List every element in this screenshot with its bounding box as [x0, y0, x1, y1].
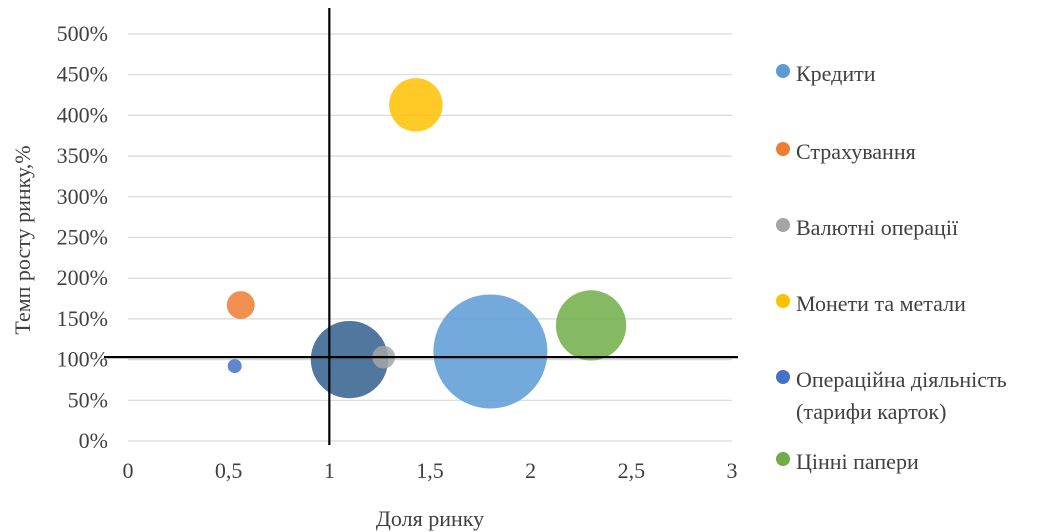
bubble	[555, 290, 627, 361]
bubble	[227, 359, 242, 374]
x-tick-label: 1	[324, 458, 335, 483]
legend-marker	[776, 452, 790, 466]
legend-label: Цінні папери	[796, 446, 919, 478]
y-tick-label: 0%	[79, 428, 108, 453]
y-tick-label: 250%	[57, 225, 108, 250]
legend-item: Валютні операції	[776, 212, 958, 244]
bubble	[226, 291, 255, 320]
legend-item: Цінні папери	[776, 446, 919, 478]
legend-marker	[776, 64, 790, 78]
x-tick-label: 2,5	[618, 458, 646, 483]
legend-marker	[776, 294, 790, 308]
legend-item: Кредити	[776, 58, 876, 90]
x-tick-label: 0	[123, 458, 134, 483]
bubble	[389, 78, 443, 132]
y-tick-label: 100%	[57, 347, 108, 372]
legend-label-line: Кредити	[796, 61, 876, 86]
y-tick-label: 400%	[57, 102, 108, 127]
legend-label-line: Валютні операції	[796, 215, 959, 240]
legend-marker	[776, 218, 790, 232]
legend-marker	[776, 142, 790, 156]
legend-marker	[776, 370, 790, 384]
bubble	[433, 294, 548, 409]
legend-label: Кредити	[796, 58, 876, 90]
y-tick-label: 500%	[57, 21, 108, 46]
legend-item: Монети та метали	[776, 288, 966, 320]
y-tick-label: 200%	[57, 265, 108, 290]
y-tick-label: 150%	[57, 306, 108, 331]
legend-label-line: Цінні папери	[796, 449, 919, 474]
legend-label-line: Монети та метали	[796, 291, 966, 316]
legend-label: Валютні операції	[796, 212, 958, 244]
legend-label-line: (тарифи карток)	[796, 399, 947, 424]
x-tick-label: 2	[525, 458, 536, 483]
y-axis-title: Темп росту ринку,%	[10, 145, 35, 334]
legend-label-line: Страхування	[796, 139, 916, 164]
legend-label: Страхування	[796, 136, 916, 168]
legend-item: Страхування	[776, 136, 916, 168]
bubbles	[226, 78, 627, 409]
x-tick-label: 3	[727, 458, 738, 483]
y-tick-label: 350%	[57, 143, 108, 168]
legend-label: Операційна діяльність (тарифи карток)	[796, 364, 1007, 428]
reference-lines	[104, 8, 738, 445]
legend-label-line: Операційна діяльність	[796, 367, 1007, 392]
x-tick-label: 0,5	[215, 458, 243, 483]
y-tick-label: 450%	[57, 62, 108, 87]
x-tick-labels: 0 0,5 1 1,5 2 2,5 3	[123, 458, 738, 483]
y-tick-label: 300%	[57, 184, 108, 209]
legend-label: Монети та метали	[796, 288, 966, 320]
x-axis-title: Доля ринку	[376, 506, 484, 531]
x-tick-label: 1,5	[416, 458, 444, 483]
y-tick-label: 50%	[68, 387, 108, 412]
legend-item: Операційна діяльність (тарифи карток)	[776, 364, 1007, 428]
y-tick-labels: 0% 50% 100% 150% 200% 250% 300% 350% 400% 450% 500…	[57, 21, 108, 453]
